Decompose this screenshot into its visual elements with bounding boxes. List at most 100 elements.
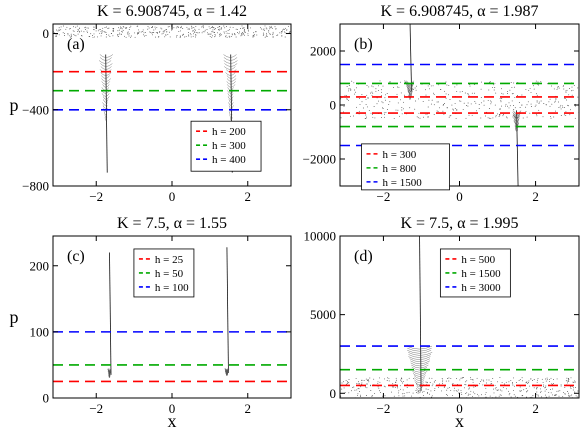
data-point bbox=[168, 25, 170, 27]
data-point bbox=[566, 380, 568, 382]
legend-box bbox=[133, 248, 195, 298]
data-point bbox=[121, 27, 123, 29]
data-point bbox=[563, 97, 565, 99]
trajectory-fan bbox=[101, 75, 110, 79]
data-point bbox=[350, 89, 352, 91]
data-point bbox=[93, 26, 95, 28]
data-point bbox=[176, 35, 178, 36]
data-point bbox=[129, 27, 131, 28]
y-tick-label: −2000 bbox=[303, 152, 336, 167]
data-point bbox=[500, 99, 502, 101]
data-point bbox=[513, 105, 515, 106]
trajectory-fan bbox=[228, 99, 233, 103]
data-point bbox=[128, 33, 130, 35]
data-point bbox=[58, 30, 60, 32]
data-point bbox=[400, 92, 402, 94]
data-point bbox=[431, 385, 433, 387]
data-point bbox=[522, 380, 524, 382]
data-point bbox=[501, 98, 503, 99]
data-point bbox=[429, 88, 430, 90]
data-point bbox=[359, 391, 361, 392]
data-point bbox=[430, 103, 432, 105]
data-point bbox=[194, 31, 196, 33]
x-tick-label: 2 bbox=[532, 189, 539, 204]
data-point bbox=[90, 33, 92, 35]
data-point bbox=[501, 92, 503, 94]
data-point bbox=[192, 30, 194, 32]
data-point bbox=[433, 114, 435, 115]
data-point bbox=[176, 36, 177, 38]
data-point bbox=[506, 117, 508, 119]
data-point bbox=[211, 31, 213, 33]
data-point bbox=[427, 116, 429, 118]
data-point bbox=[149, 31, 151, 33]
data-point bbox=[366, 387, 368, 389]
data-point bbox=[408, 391, 410, 393]
data-point bbox=[450, 389, 452, 391]
trajectory-fan bbox=[410, 360, 431, 364]
data-point bbox=[163, 30, 165, 32]
data-point bbox=[526, 116, 528, 118]
data-point bbox=[537, 395, 539, 397]
trajectory-fan bbox=[407, 348, 432, 352]
data-point bbox=[564, 97, 566, 99]
data-point bbox=[152, 26, 153, 27]
data-point bbox=[126, 32, 128, 34]
data-point bbox=[473, 84, 475, 86]
data-point bbox=[346, 86, 348, 87]
data-point bbox=[84, 27, 86, 29]
data-point bbox=[572, 389, 574, 391]
data-point bbox=[485, 396, 487, 398]
data-point bbox=[348, 90, 350, 92]
data-point bbox=[512, 93, 514, 94]
data-point bbox=[204, 29, 206, 31]
data-point bbox=[185, 35, 187, 37]
data-point bbox=[417, 117, 419, 119]
data-point bbox=[346, 380, 348, 382]
data-point bbox=[551, 103, 553, 105]
data-point bbox=[84, 29, 86, 31]
data-point bbox=[106, 34, 108, 35]
data-point bbox=[532, 380, 534, 381]
data-point bbox=[155, 28, 156, 30]
data-point bbox=[137, 32, 139, 33]
data-point bbox=[460, 392, 462, 394]
data-point bbox=[565, 115, 567, 117]
data-point bbox=[472, 381, 474, 383]
data-point bbox=[548, 101, 550, 103]
data-point bbox=[226, 36, 228, 38]
data-point bbox=[125, 27, 127, 29]
data-point bbox=[487, 99, 489, 101]
data-point bbox=[212, 31, 214, 33]
data-point bbox=[508, 390, 510, 392]
data-point bbox=[540, 80, 542, 82]
data-point bbox=[104, 31, 106, 33]
data-point bbox=[365, 395, 367, 396]
data-point bbox=[476, 110, 477, 112]
data-point bbox=[371, 114, 373, 116]
data-point bbox=[500, 101, 502, 103]
data-point bbox=[507, 93, 508, 94]
data-point bbox=[535, 93, 537, 95]
data-point bbox=[261, 28, 263, 30]
trajectory-fan bbox=[513, 117, 520, 121]
x-tick-label: 2 bbox=[532, 401, 539, 416]
data-point bbox=[470, 379, 472, 380]
trajectory-fan bbox=[226, 75, 237, 79]
data-point bbox=[194, 29, 196, 31]
data-point bbox=[201, 26, 203, 28]
data-point bbox=[401, 109, 403, 111]
data-point bbox=[373, 378, 375, 380]
data-point bbox=[478, 104, 480, 105]
data-point bbox=[570, 90, 572, 92]
data-point bbox=[455, 117, 457, 119]
chart-title: K = 6.908745, α = 1.42 bbox=[97, 3, 247, 20]
x-tick-label: 2 bbox=[245, 189, 252, 204]
data-point bbox=[419, 385, 421, 386]
data-point bbox=[509, 105, 511, 107]
data-point bbox=[461, 377, 463, 379]
data-point bbox=[370, 112, 372, 114]
data-point bbox=[463, 102, 465, 104]
data-point bbox=[488, 379, 490, 381]
data-point bbox=[423, 395, 425, 397]
